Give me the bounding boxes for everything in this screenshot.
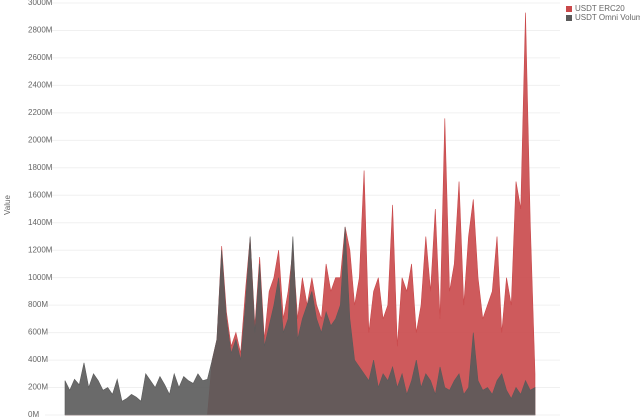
y-tick-label: 400M [28, 355, 48, 364]
y-tick-label: 1400M [28, 218, 53, 227]
y-tick-label: 2000M [28, 135, 53, 144]
y-tick-label: 2600M [28, 53, 53, 62]
y-axis-title: Value [3, 195, 12, 215]
y-tick-label: 3000M [28, 0, 53, 7]
y-tick-label: 200M [28, 383, 48, 392]
legend-label: USDT Omni Volume [575, 13, 640, 22]
y-tick-label: 2400M [28, 81, 53, 90]
y-tick-label: 600M [28, 328, 48, 337]
legend-swatch [566, 15, 572, 21]
y-tick-label: 2200M [28, 108, 53, 117]
y-tick-label: 2800M [28, 26, 53, 35]
y-tick-label: 1000M [28, 273, 53, 282]
area [64, 226, 536, 416]
y-tick-label: 1600M [28, 190, 53, 199]
y-tick-label: 800M [28, 300, 48, 309]
legend-swatch [566, 6, 572, 12]
legend-label: USDT ERC20 [575, 4, 625, 13]
y-tick-label: 1200M [28, 245, 53, 254]
y-tick-label: 0M [28, 410, 39, 419]
y-tick-label: 1800M [28, 163, 53, 172]
